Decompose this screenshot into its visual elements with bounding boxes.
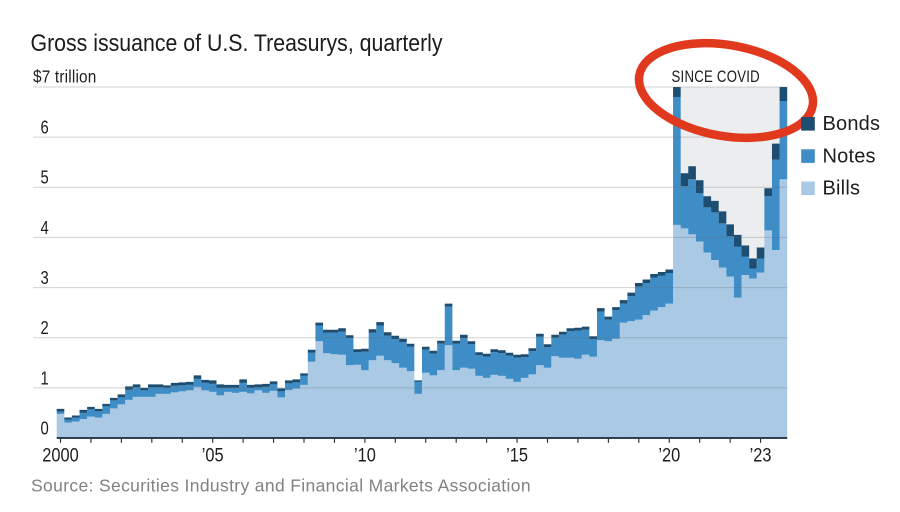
svg-text:Gross issuance of U.S. Treasur: Gross issuance of U.S. Treasurys, quarte…	[31, 28, 444, 56]
svg-text:’05: ’05	[202, 444, 224, 466]
svg-text:$7 trillion: $7 trillion	[33, 68, 97, 87]
svg-text:0: 0	[41, 418, 49, 439]
svg-text:4: 4	[41, 217, 49, 238]
svg-text:3: 3	[41, 267, 49, 288]
svg-text:’20: ’20	[658, 444, 680, 466]
svg-text:Bills: Bills	[823, 178, 861, 200]
svg-text:Notes: Notes	[823, 146, 876, 168]
svg-text:2: 2	[41, 318, 49, 339]
svg-text:Source: Securities Industry an: Source: Securities Industry and Financia…	[31, 476, 531, 496]
svg-text:1: 1	[41, 368, 49, 389]
svg-text:’10: ’10	[354, 444, 376, 466]
svg-text:5: 5	[41, 167, 49, 188]
svg-text:2000: 2000	[42, 444, 78, 466]
svg-text:’23: ’23	[750, 444, 772, 466]
svg-text:6: 6	[41, 117, 49, 138]
svg-text:’15: ’15	[506, 444, 528, 466]
svg-text:Bonds: Bonds	[823, 113, 881, 135]
svg-text:SINCE COVID: SINCE COVID	[672, 68, 760, 87]
